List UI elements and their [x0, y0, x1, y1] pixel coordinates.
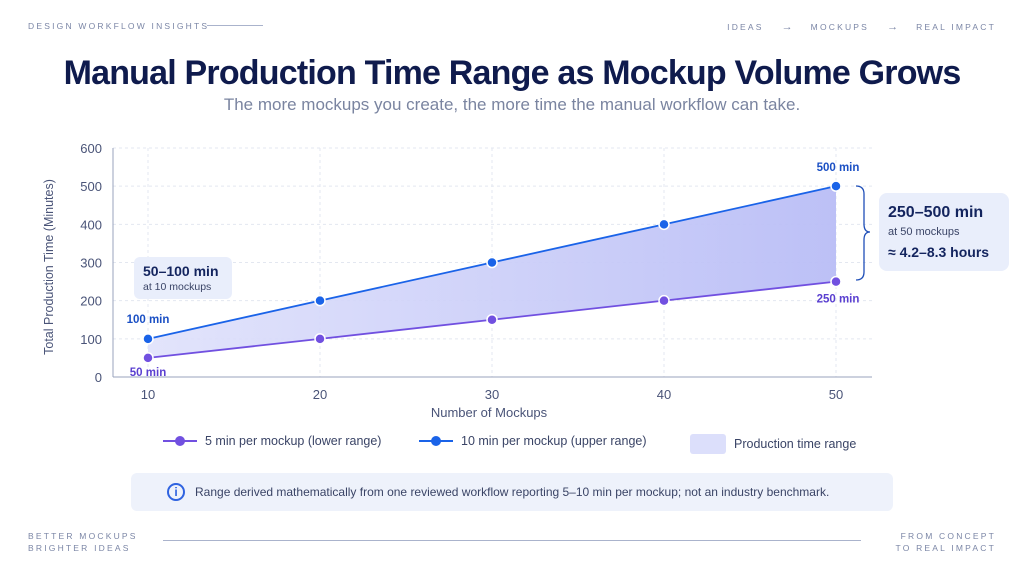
data-point-upper	[830, 180, 842, 192]
x-tick-label: 10	[141, 387, 155, 402]
note-text: Range derived mathematically from one re…	[195, 485, 830, 499]
data-point-upper	[486, 256, 498, 269]
right-range-bracket	[855, 185, 871, 281]
chart-legend: 5 min per mockup (lower range) 10 min pe…	[0, 434, 1024, 454]
nav-item-mockups: MOCKUPS	[810, 22, 870, 32]
point-label-upper-first: 100 min	[127, 314, 170, 326]
data-point-lower	[314, 333, 326, 345]
legend-label-upper: 10 min per mockup (upper range)	[461, 434, 647, 448]
methodology-note: i Range derived mathematically from one …	[131, 473, 893, 511]
callout-range: 250–500 min	[888, 204, 984, 221]
data-points	[142, 180, 842, 364]
callout-hours: ≈ 4.2–8.3 hours	[888, 244, 990, 260]
page-title: Manual Production Time Range as Mockup V…	[63, 54, 962, 92]
footer-left-line1: BETTER MOCKUPS	[28, 531, 138, 541]
footer-divider	[163, 540, 861, 541]
legend-swatch-band-icon	[690, 434, 726, 454]
nav-item-ideas: IDEAS	[727, 22, 764, 32]
nav-arrow: →	[781, 21, 793, 33]
x-tick-label: 30	[485, 387, 499, 402]
legend-label-band: Production time range	[734, 437, 857, 451]
legend-item-upper: 10 min per mockup (upper range)	[419, 434, 647, 448]
callout-range: 50–100 min	[143, 263, 219, 279]
info-icon: i	[167, 483, 185, 501]
legend-marker-upper-icon	[419, 436, 453, 446]
nav-arrow: →	[887, 21, 899, 33]
legend-item-band: Production time range	[690, 434, 856, 454]
brand-divider	[207, 25, 263, 26]
y-tick-label: 200	[80, 294, 102, 309]
data-point-upper	[314, 294, 326, 307]
y-tick-label: 600	[80, 141, 102, 156]
footer-right: FROM CONCEPT TO REAL IMPACT	[895, 530, 996, 554]
footer-right-line1: FROM CONCEPT	[900, 531, 996, 541]
axes	[112, 148, 872, 378]
x-tick-label: 20	[313, 387, 327, 402]
y-tick-label: 400	[80, 217, 102, 232]
page-subtitle: The more mockups you create, the more ti…	[223, 95, 801, 114]
callout-50-mockups: 250–500 min at 50 mockups ≈ 4.2–8.3 hour…	[879, 193, 1009, 271]
data-point-lower	[658, 294, 670, 307]
legend-item-lower: 5 min per mockup (lower range)	[163, 434, 381, 448]
data-point-upper	[142, 333, 154, 345]
production-time-range-band	[148, 186, 836, 358]
nav-item-real-impact: REAL IMPACT	[916, 22, 996, 32]
point-label-upper-last: 500 min	[817, 162, 860, 174]
callout-10-mockups: 50–100 min at 10 mockups	[134, 257, 232, 299]
callout-detail: at 50 mockups	[888, 226, 960, 238]
brand-label: DESIGN WORKFLOW INSIGHTS	[28, 21, 210, 31]
footer-left-line2: BRIGHTER IDEAS	[28, 543, 131, 553]
x-tick-label: 50	[829, 387, 843, 402]
y-tick-label: 300	[80, 256, 102, 271]
y-tick-label: 500	[80, 179, 102, 194]
data-point-upper	[658, 218, 670, 231]
data-point-lower	[142, 352, 154, 364]
point-label-lower-first: 50 min	[130, 367, 166, 379]
y-tick-label: 100	[80, 332, 102, 347]
tick-labels: 0 100 200 300 400 500 600 10 20 30 40 50	[80, 141, 843, 402]
point-label-lower-last: 250 min	[817, 294, 860, 306]
legend-label-lower: 5 min per mockup (lower range)	[205, 434, 382, 448]
legend-marker-lower-icon	[163, 436, 197, 446]
y-tick-label: 0	[95, 370, 102, 385]
data-point-lower	[486, 314, 498, 326]
footer-left: BETTER MOCKUPS BRIGHTER IDEAS	[28, 530, 138, 554]
point-labels: 100 min 50 min 500 min 250 min	[127, 162, 860, 379]
data-point-lower	[830, 275, 842, 288]
footer-right-line2: TO REAL IMPACT	[895, 543, 996, 553]
y-axis-label: Total Production Time (Minutes)	[42, 179, 56, 355]
x-axis-label: Number of Mockups	[431, 405, 548, 420]
top-nav: IDEAS → MOCKUPS → REAL IMPACT	[727, 21, 996, 33]
callout-detail: at 10 mockups	[143, 281, 212, 293]
x-tick-label: 40	[657, 387, 671, 402]
